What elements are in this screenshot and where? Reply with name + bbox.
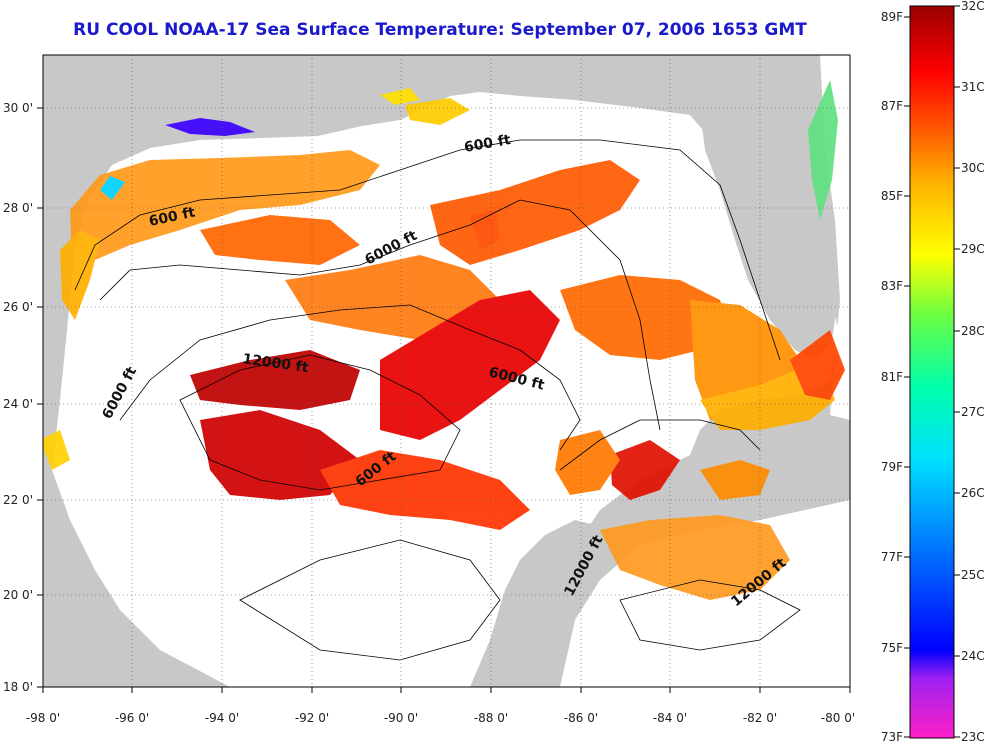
colorbar-f-label: 85F bbox=[881, 189, 903, 203]
latitude-labels: 18 0' 20 0' 22 0' 24 0' 26 0' 28 0' 30 0… bbox=[3, 101, 33, 694]
colorbar-f-label: 89F bbox=[881, 10, 903, 24]
lat-tick-label: 26 0' bbox=[3, 300, 33, 314]
lat-tick-label: 24 0' bbox=[3, 397, 33, 411]
map-title: RU COOL NOAA-17 Sea Surface Temperature:… bbox=[73, 20, 807, 40]
lat-tick-label: 22 0' bbox=[3, 493, 33, 507]
lat-tick-label: 18 0' bbox=[3, 680, 33, 694]
colorbar-c-label: 31C bbox=[961, 80, 985, 94]
lon-tick-label: -88 0' bbox=[474, 711, 508, 725]
map-plot-area: 600 ft 600 ft 6000 ft 12000 ft 6000 ft 6… bbox=[43, 55, 850, 687]
colorbar-c-label: 25C bbox=[961, 568, 985, 582]
florida-land bbox=[700, 110, 838, 360]
colorbar-f-label: 75F bbox=[881, 641, 903, 655]
colorbar-f-label: 77F bbox=[881, 550, 903, 564]
lon-tick-label: -96 0' bbox=[115, 711, 149, 725]
colorbar-f-label: 79F bbox=[881, 460, 903, 474]
colorbar-f-label: 87F bbox=[881, 99, 903, 113]
colorbar-c-label: 28C bbox=[961, 324, 985, 338]
lon-tick-label: -82 0' bbox=[743, 711, 777, 725]
yucatan-land bbox=[470, 520, 595, 687]
lon-tick-label: -84 0' bbox=[653, 711, 687, 725]
lon-tick-label: -80 0' bbox=[821, 711, 855, 725]
sst-data-patches bbox=[43, 80, 845, 600]
colorbar-c-label: 29C bbox=[961, 242, 985, 256]
plot-frame bbox=[42, 54, 851, 688]
colorbar-f-label: 73F bbox=[881, 730, 903, 744]
colorbar-c-label: 27C bbox=[961, 405, 985, 419]
lon-tick-label: -92 0' bbox=[295, 711, 329, 725]
colorbar-gradient bbox=[909, 5, 955, 739]
lat-tick-label: 20 0' bbox=[3, 588, 33, 602]
lon-tick-label: -94 0' bbox=[205, 711, 239, 725]
colorbar: 89F 87F 85F 83F 81F 79F 77F 75F 73F 32C … bbox=[881, 0, 985, 744]
colorbar-c-label: 26C bbox=[961, 486, 985, 500]
lon-tick-label: -90 0' bbox=[384, 711, 418, 725]
colorbar-f-label: 83F bbox=[881, 279, 903, 293]
colorbar-f-label: 81F bbox=[881, 370, 903, 384]
axis-ticks bbox=[37, 107, 851, 693]
isobath-contours bbox=[74, 139, 801, 661]
lat-tick-label: 30 0' bbox=[3, 101, 33, 115]
lon-tick-label: -86 0' bbox=[564, 711, 598, 725]
graticule bbox=[43, 55, 850, 687]
colorbar-c-label: 32C bbox=[961, 0, 985, 13]
lat-tick-label: 28 0' bbox=[3, 201, 33, 215]
lon-tick-label: -98 0' bbox=[26, 711, 60, 725]
longitude-labels: -98 0' -96 0' -94 0' -92 0' -90 0' -88 0… bbox=[26, 711, 855, 725]
colorbar-c-label: 24C bbox=[961, 649, 985, 663]
colorbar-c-label: 30C bbox=[961, 161, 985, 175]
colorbar-c-label: 23C bbox=[961, 730, 985, 744]
